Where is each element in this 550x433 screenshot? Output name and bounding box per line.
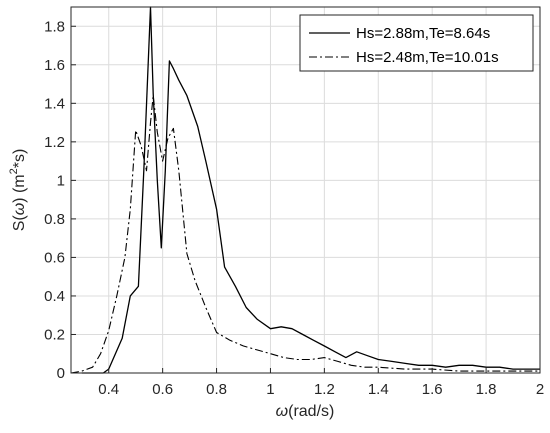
x-tick-label: 0.8 [206, 381, 227, 398]
y-tick-label: 0.4 [44, 288, 65, 305]
x-axis-label: ω(rad/s) [276, 403, 335, 420]
y-tick-label: 0.8 [44, 211, 65, 228]
x-tick-label: 0.6 [152, 381, 173, 398]
y-axis-symbol: ω [11, 203, 28, 215]
series-line-1 [81, 6, 540, 374]
y-tick-label: 1.8 [44, 18, 65, 35]
y-tick-label: 1.2 [44, 134, 65, 151]
legend-box [299, 14, 534, 72]
x-tick-label: 1.6 [422, 381, 443, 398]
x-tick-label: 0.4 [98, 381, 119, 398]
plot-frame [70, 6, 541, 374]
legend: Hs=2.88m,Te=8.64s Hs=2.48m,Te=10.01s [299, 14, 534, 72]
y-tick-label: 0 [57, 365, 65, 382]
x-tick-label: 1.8 [476, 381, 497, 398]
x-axis-units: (rad/s) [288, 403, 334, 420]
series-layer [70, 6, 540, 374]
y-tick-label: 1.4 [44, 95, 65, 112]
y-axis-sup: 2 [8, 168, 20, 174]
y-tick-label: 1 [57, 172, 65, 189]
x-tick-label: 1 [266, 381, 274, 398]
legend-label-series-1: Hs=2.88m,Te=8.64s [356, 25, 490, 42]
tick-marks [71, 25, 541, 374]
x-tick-label: 1.4 [368, 381, 389, 398]
y-tick-label: 1.6 [44, 57, 65, 74]
x-axis-symbol: ω [276, 403, 288, 420]
y-axis-prefix: S( [11, 215, 28, 232]
legend-label-series-2: Hs=2.48m,Te=10.01s [356, 49, 499, 66]
y-axis-suffix: *s) [11, 149, 28, 169]
y-axis-mid: ) (m [11, 174, 28, 202]
x-tick-label: 1.2 [314, 381, 335, 398]
y-tick-label: 0.6 [44, 249, 65, 266]
y-tick-label: 0.2 [44, 326, 65, 343]
series-line-2 [70, 95, 540, 374]
y-axis-label: S(ω) (m2*s) [8, 149, 28, 232]
tick-labels: 0.4 0.6 0.8 1 1.2 1.4 1.6 1.8 2 0 0.2 0.4 0.6 0.8 1 1.2… [44, 18, 544, 398]
x-tick-label: 2 [536, 381, 544, 398]
